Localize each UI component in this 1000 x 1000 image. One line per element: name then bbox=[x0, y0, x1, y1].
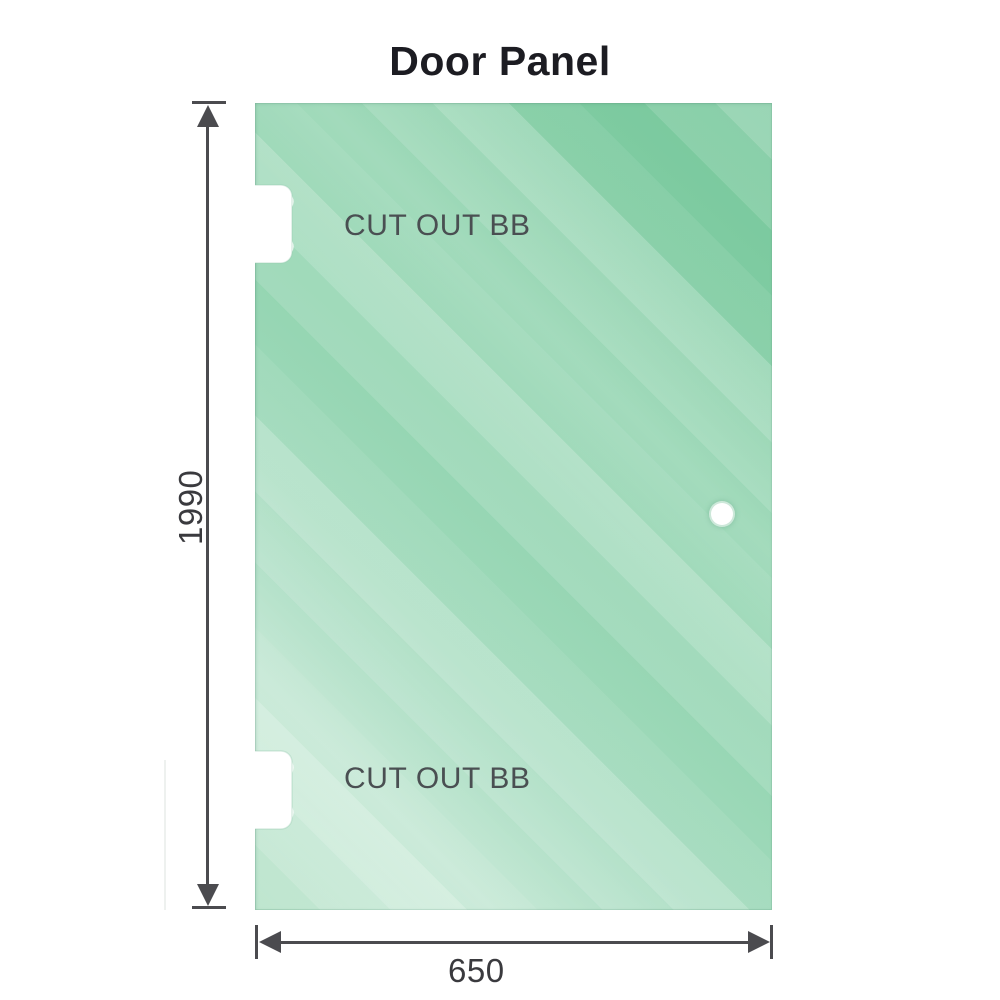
page-title: Door Panel bbox=[389, 38, 611, 84]
dim-width-arrow-right bbox=[748, 931, 770, 953]
panel-glass-fill bbox=[255, 103, 772, 910]
dim-width-tick-right bbox=[770, 925, 773, 959]
construction-guide-line bbox=[164, 760, 166, 910]
dim-height-line bbox=[206, 112, 209, 902]
handle-drill-hole[interactable] bbox=[711, 503, 733, 525]
cutout-notch-top[interactable] bbox=[255, 182, 301, 266]
cutout-notch-bottom[interactable] bbox=[255, 748, 301, 832]
dim-height-value: 1990 bbox=[172, 469, 209, 545]
dim-width-tick-left bbox=[255, 925, 258, 959]
dim-height-arrow-bottom bbox=[197, 884, 219, 906]
dim-width-value: 650 bbox=[448, 952, 505, 989]
cutout-label-top: CUT OUT BB bbox=[344, 209, 531, 242]
cutout-label-bottom: CUT OUT BB bbox=[344, 762, 531, 795]
dim-height-tick-bottom bbox=[192, 906, 226, 909]
dim-width-line bbox=[266, 941, 760, 944]
dim-height-tick-top bbox=[192, 101, 226, 104]
